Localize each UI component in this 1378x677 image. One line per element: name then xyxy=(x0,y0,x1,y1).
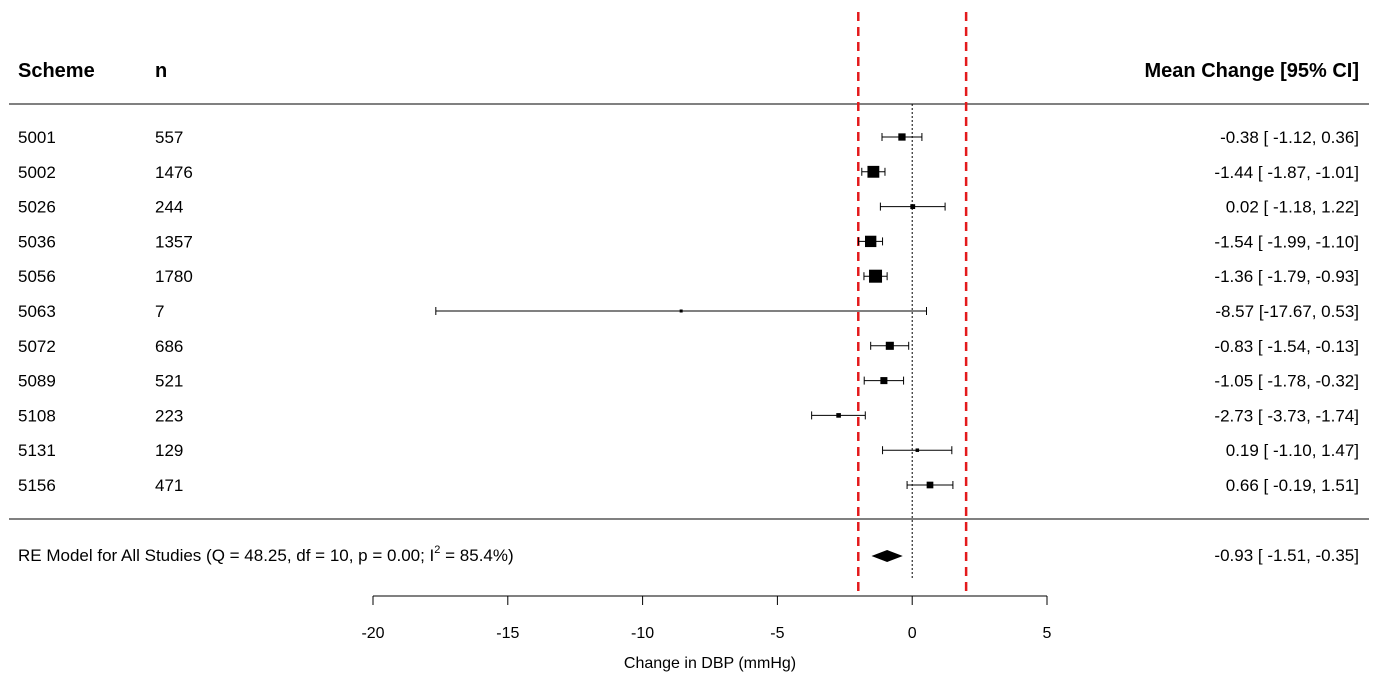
summary-label-tail: = 85.4%) xyxy=(440,546,513,565)
x-axis-label: Change in DBP (mmHg) xyxy=(624,655,796,672)
study-scheme: 5156 xyxy=(18,476,56,495)
study-scheme: 5001 xyxy=(18,128,56,147)
study-scheme: 5056 xyxy=(18,267,56,286)
header-n: n xyxy=(155,60,167,82)
study-row-5156: 5156 471 0.66 [ -0.19, 1.51] xyxy=(18,476,1359,495)
study-row-5089: 5089 521 -1.05 [ -1.78, -0.32] xyxy=(18,372,1359,391)
point-estimate xyxy=(865,235,877,248)
study-estimate: -8.57 [-17.67, 0.53] xyxy=(1215,302,1359,321)
study-row-5036: 5036 1357 -1.54 [ -1.99, -1.10] xyxy=(18,232,1359,251)
x-tick-label: -15 xyxy=(496,625,519,642)
study-n: 686 xyxy=(155,337,183,356)
study-n: 244 xyxy=(155,198,183,217)
point-estimate xyxy=(885,341,894,350)
study-n: 129 xyxy=(155,441,183,460)
point-estimate xyxy=(867,165,880,178)
study-row-5131: 5131 129 0.19 [ -1.10, 1.47] xyxy=(18,441,1359,460)
header-estimate: Mean Change [95% CI] xyxy=(1145,60,1359,82)
study-estimate: -1.05 [ -1.78, -0.32] xyxy=(1214,372,1359,391)
x-axis: -20 -15 -10 -5 0 5 xyxy=(361,595,1052,642)
study-scheme: 5063 xyxy=(18,302,56,321)
study-n: 471 xyxy=(155,476,183,495)
study-n: 1476 xyxy=(155,163,193,182)
summary-label: RE Model for All Studies (Q = 48.25, df … xyxy=(18,544,514,565)
study-scheme: 5026 xyxy=(18,198,56,217)
point-estimate xyxy=(910,204,916,210)
x-tick-label: 0 xyxy=(908,625,917,642)
summary-estimate: -0.93 [ -1.51, -0.35] xyxy=(1214,546,1359,565)
study-n: 1357 xyxy=(155,232,193,251)
point-estimate xyxy=(679,309,683,313)
study-n: 557 xyxy=(155,128,183,147)
point-estimate xyxy=(836,413,841,418)
study-row-5001: 5001 557 -0.38 [ -1.12, 0.36] xyxy=(18,128,1359,147)
study-estimate: -1.44 [ -1.87, -1.01] xyxy=(1214,163,1359,182)
study-n: 521 xyxy=(155,372,183,391)
study-scheme: 5002 xyxy=(18,163,56,182)
study-scheme: 5131 xyxy=(18,441,56,460)
point-estimate xyxy=(926,481,934,489)
summary-row: RE Model for All Studies (Q = 48.25, df … xyxy=(18,544,1359,565)
point-estimate xyxy=(898,133,906,141)
study-row-5002: 5002 1476 -1.44 [ -1.87, -1.01] xyxy=(18,163,1359,182)
study-estimate: -0.83 [ -1.54, -0.13] xyxy=(1214,337,1359,356)
x-tick-label: -20 xyxy=(361,625,384,642)
study-estimate: 0.19 [ -1.10, 1.47] xyxy=(1226,441,1359,460)
reference-lines xyxy=(857,12,968,596)
point-estimate xyxy=(869,269,883,283)
header-scheme: Scheme xyxy=(18,60,95,82)
study-estimate: -1.54 [ -1.99, -1.10] xyxy=(1214,232,1359,251)
study-n: 7 xyxy=(155,302,164,321)
x-tick-label: -5 xyxy=(770,625,784,642)
summary-label-main: RE Model for All Studies (Q = 48.25, df … xyxy=(18,546,434,565)
study-scheme: 5108 xyxy=(18,406,56,425)
study-row-5072: 5072 686 -0.83 [ -1.54, -0.13] xyxy=(18,337,1359,356)
x-tick-label: -10 xyxy=(631,625,654,642)
study-row-5056: 5056 1780 -1.36 [ -1.79, -0.93] xyxy=(18,267,1359,286)
study-estimate: -2.73 [ -3.73, -1.74] xyxy=(1214,406,1359,425)
study-rows: 5001 557 -0.38 [ -1.12, 0.36] 5002 1476 -1.44… xyxy=(18,128,1359,495)
study-n: 1780 xyxy=(155,267,193,286)
column-headers: Scheme n Mean Change [95% CI] xyxy=(18,60,1359,82)
study-row-5026: 5026 244 0.02 [ -1.18, 1.22] xyxy=(18,198,1359,217)
study-scheme: 5089 xyxy=(18,372,56,391)
point-estimate xyxy=(915,448,920,452)
study-n: 223 xyxy=(155,406,183,425)
study-estimate: -0.38 [ -1.12, 0.36] xyxy=(1220,128,1359,147)
point-estimate xyxy=(880,377,888,385)
study-estimate: 0.66 [ -0.19, 1.51] xyxy=(1226,476,1359,495)
study-scheme: 5072 xyxy=(18,337,56,356)
study-row-5063: 5063 7 -8.57 [-17.67, 0.53] xyxy=(18,302,1359,321)
study-estimate: 0.02 [ -1.18, 1.22] xyxy=(1226,198,1359,217)
summary-diamond xyxy=(871,550,903,562)
x-tick-label: 5 xyxy=(1043,625,1052,642)
summary-label-sup: 2 xyxy=(434,544,440,556)
study-estimate: -1.36 [ -1.79, -0.93] xyxy=(1214,267,1359,286)
study-scheme: 5036 xyxy=(18,232,56,251)
study-row-5108: 5108 223 -2.73 [ -3.73, -1.74] xyxy=(18,406,1359,425)
